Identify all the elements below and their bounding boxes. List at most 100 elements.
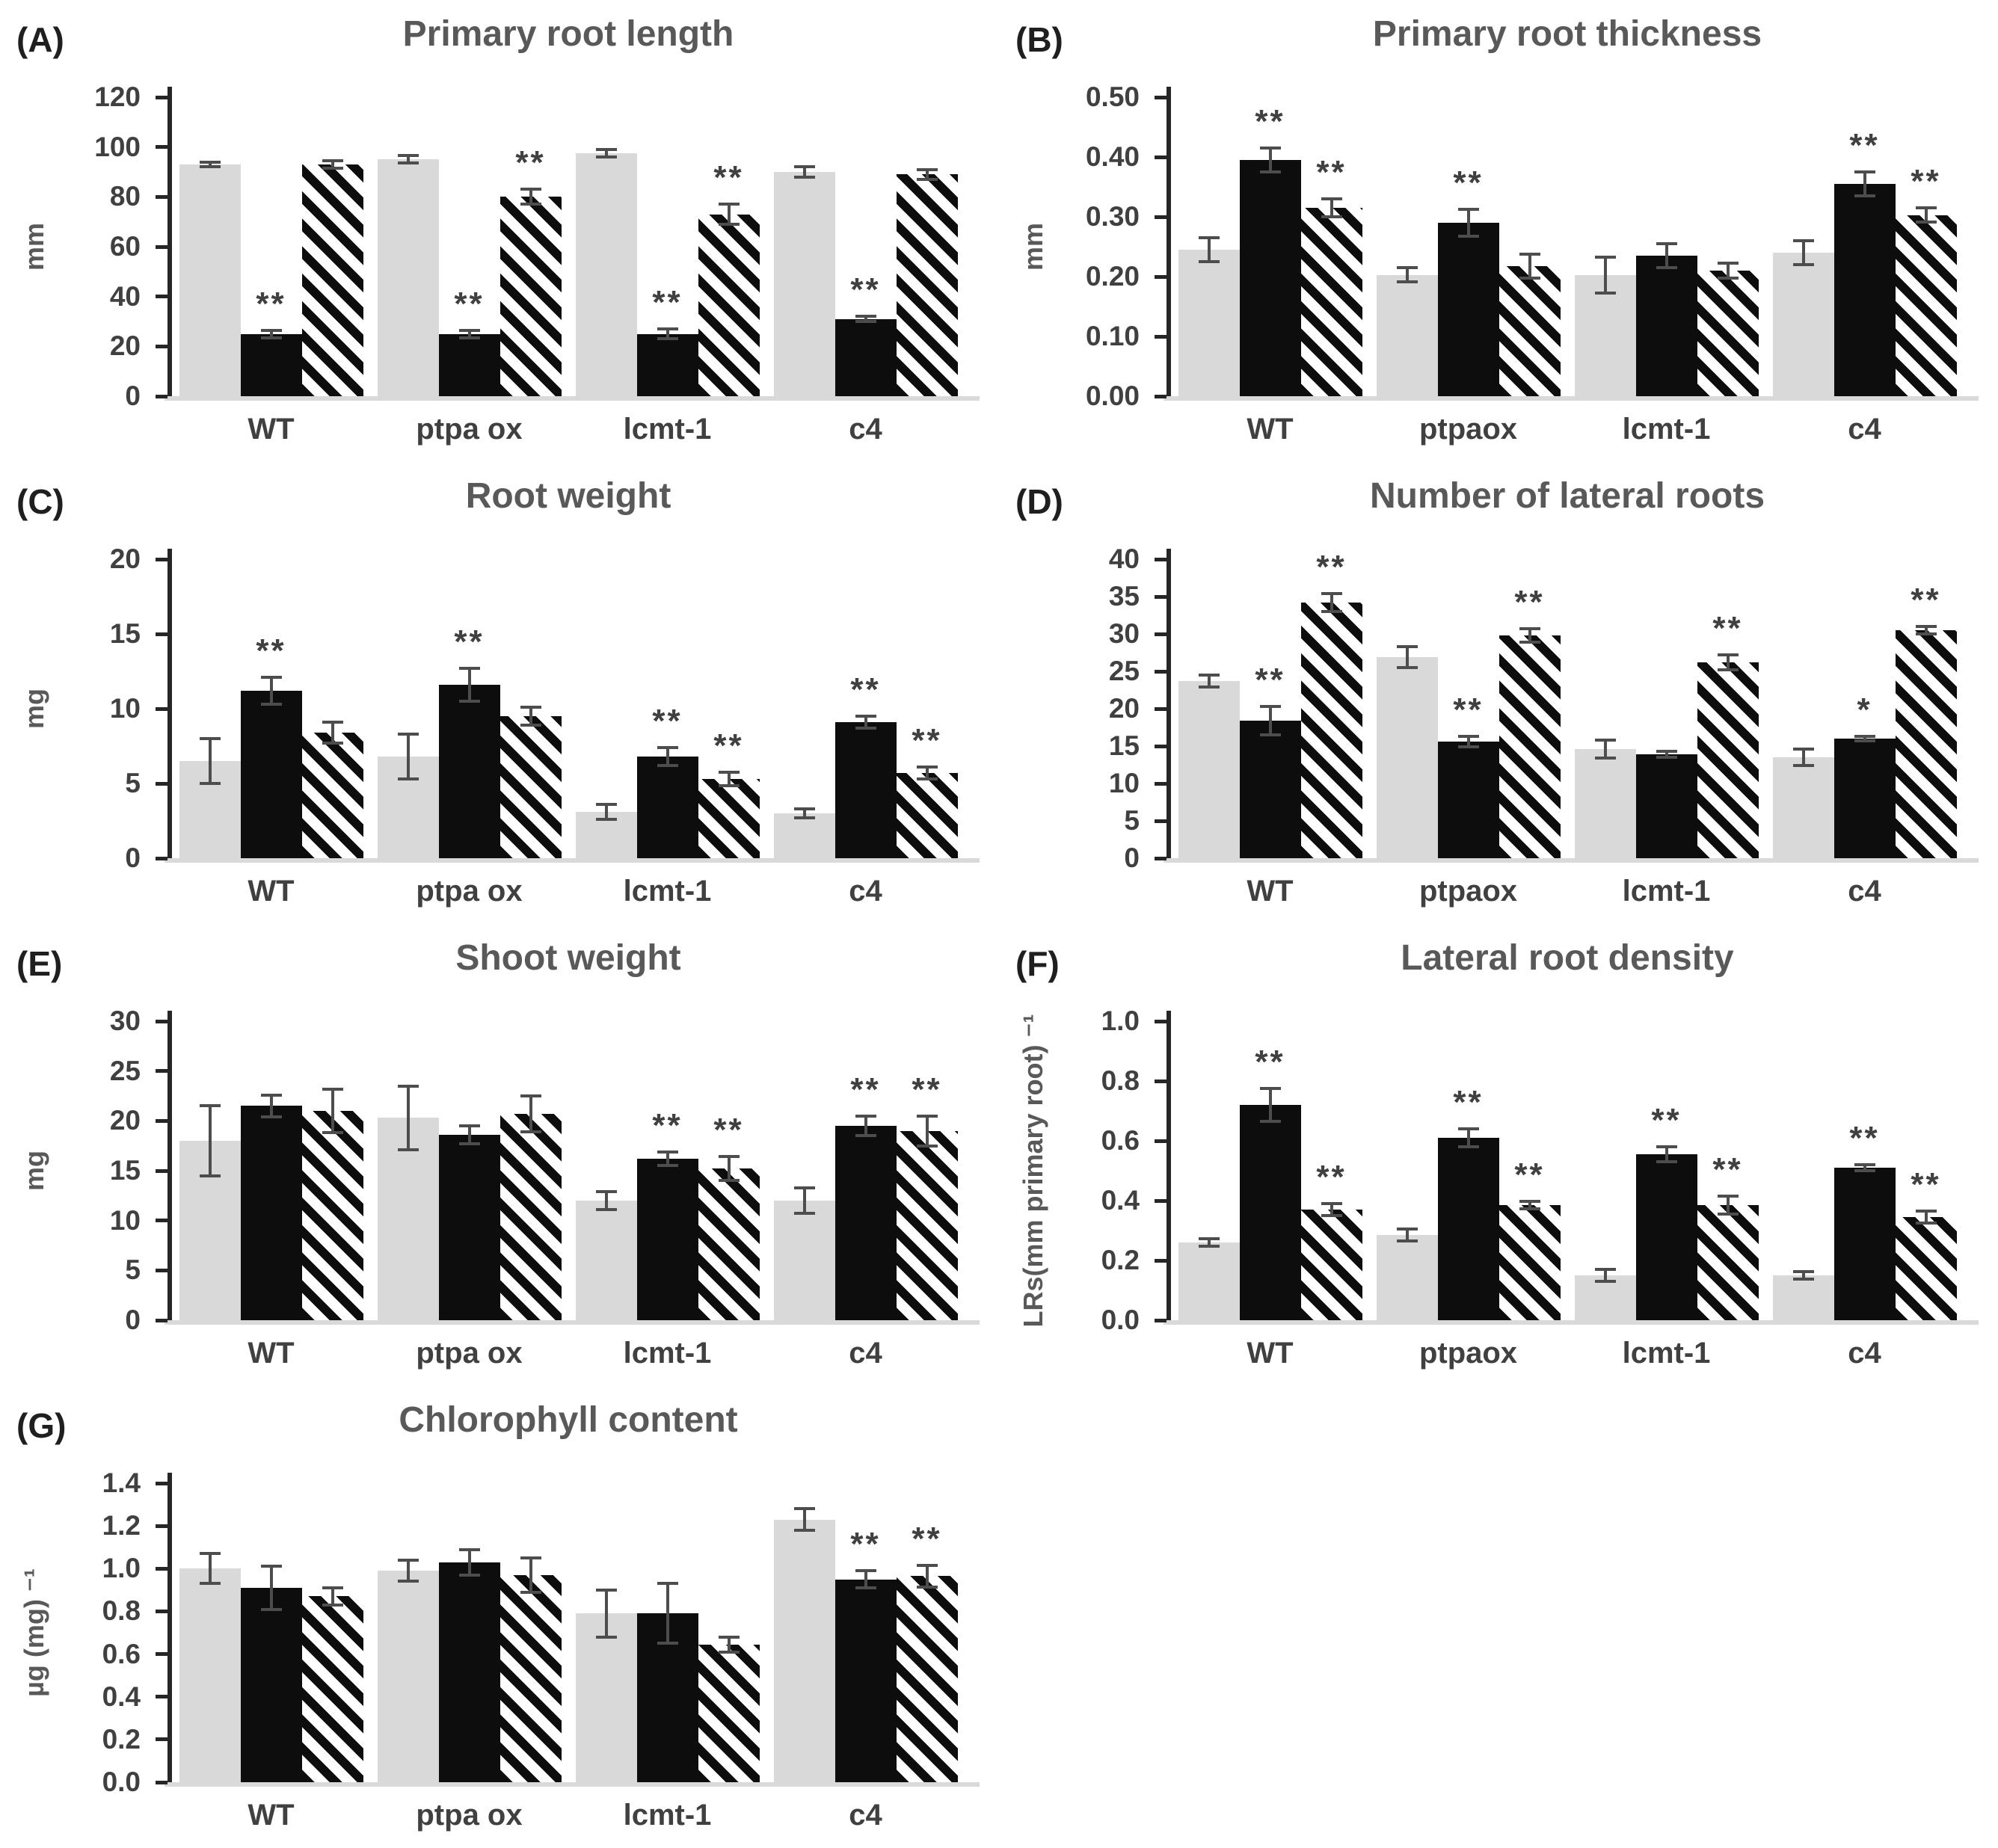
y-tick-label-d: 5 [1124, 805, 1140, 836]
error-cap-top [793, 807, 815, 810]
error-cap-top [916, 766, 938, 769]
bar-black-lcmt-1 [1635, 754, 1697, 858]
significance-marker-black-ptpaox: ** [1453, 164, 1484, 202]
error-bar-black-lcmt-1 [666, 1583, 669, 1644]
error-bar-hatched-c4 [925, 1565, 929, 1587]
error-cap-bottom [458, 336, 480, 339]
error-bar-black-ptpa-ox [467, 330, 471, 338]
category-label-c4: c4 [849, 1799, 882, 1832]
y-tick-mark-a [156, 295, 167, 299]
error-cap-top [397, 733, 419, 736]
y-tick-mark-f [1155, 1019, 1166, 1023]
bar-gray-lcmt-1 [1574, 1275, 1636, 1320]
category-label-c4: c4 [849, 413, 882, 446]
y-tick-label-a: 80 [109, 181, 141, 212]
y-tick-mark-b [1155, 394, 1166, 398]
error-cap-top [1792, 1270, 1814, 1274]
category-label-ptpa-ox: ptpa ox [416, 1799, 523, 1832]
error-cap-top [1198, 674, 1220, 677]
error-cap-bottom [1915, 1222, 1937, 1225]
error-bar-black-lcmt-1 [666, 1151, 669, 1166]
y-tick-label-d: 15 [1108, 730, 1140, 761]
y-tick-label-f: 0.8 [1101, 1065, 1140, 1096]
error-bar-hatched-ptpaox [1528, 629, 1531, 642]
error-bar-hatched-c4 [925, 1115, 929, 1146]
error-cap-bottom [520, 203, 541, 206]
error-bar-hatched-WT [331, 1588, 334, 1605]
bar-black-WT [240, 1588, 302, 1782]
category-label-lcmt-1: lcmt-1 [1622, 1337, 1711, 1370]
error-cap-top [1519, 1200, 1540, 1204]
error-bar-hatched-WT [1330, 1204, 1333, 1216]
error-bar-gray-ptpa-ox [406, 734, 410, 779]
bar-group-ptpaox: ** ** [1369, 1021, 1567, 1320]
panel-f: (F) Lateral root density LRs(mm primary ro… [999, 924, 1998, 1386]
error-bar-hatched-WT [331, 1088, 334, 1133]
error-cap-bottom [793, 175, 815, 179]
bar-gray-WT [179, 1568, 241, 1782]
error-cap-top [1594, 255, 1616, 259]
error-bar-gray-lcmt-1 [604, 150, 608, 157]
error-bar-gray-c4 [1801, 241, 1805, 265]
plot-area-f: 0.0 0.2 0.4 0.6 0.8 1.0 ** ** WT ** ** ptpaox ** ** lc… [1101, 1005, 1979, 1370]
error-cap-top [1717, 1195, 1739, 1198]
bar-group-ptpaox: ** ** [1369, 559, 1567, 858]
bar-hatched-lcmt-1 [1697, 271, 1759, 396]
significance-marker-black-lcmt-1: ** [652, 703, 683, 739]
error-cap-top [1656, 1145, 1677, 1148]
y-tick-mark-c [156, 856, 167, 860]
error-cap-bottom [1457, 1145, 1479, 1148]
bar-group-lcmt-1: ** ** [568, 97, 766, 396]
y-tick-label-g: 0.4 [102, 1681, 141, 1712]
significance-marker-black-WT: ** [1255, 1044, 1285, 1080]
error-cap-bottom [260, 1607, 282, 1611]
error-cap-bottom [657, 1164, 678, 1168]
y-tick-mark-b [1155, 95, 1166, 99]
panel-letter-f: (F) [1015, 944, 1060, 983]
significance-marker-black-ptpa-ox: ** [454, 623, 485, 660]
category-label-ptpaox: ptpaox [1418, 875, 1518, 908]
bar-black-WT [1239, 1105, 1301, 1320]
bar-hatched-lcmt-1 [698, 779, 760, 858]
y-tick-mark-f [1155, 1079, 1166, 1083]
x-axis-baseline-c [165, 858, 980, 863]
bar-group-lcmt-1: ** ** [1567, 1021, 1765, 1320]
error-cap-top [520, 1094, 541, 1097]
error-bar-black-c4 [864, 716, 867, 728]
bar-black-lcmt-1 [1635, 256, 1697, 396]
error-cap-top [916, 1564, 938, 1567]
y-tick-mark-g [156, 1695, 167, 1699]
bar-group-WT: ** [172, 559, 370, 858]
bar-hatched-c4 [1895, 630, 1957, 858]
error-cap-bottom [595, 1635, 617, 1639]
bar-gray-c4 [773, 1519, 835, 1782]
category-label-lcmt-1: lcmt-1 [1622, 413, 1711, 446]
error-cap-bottom [199, 165, 221, 169]
y-tick-mark-a [156, 244, 167, 249]
y-tick-mark-d [1155, 594, 1166, 599]
bar-gray-ptpa-ox [377, 159, 439, 396]
bar-black-c4 [834, 318, 897, 396]
y-axis-line-d [1166, 549, 1171, 858]
y-axis-line-e [167, 1011, 172, 1320]
bar-hatched-WT [1300, 603, 1362, 858]
error-bar-hatched-ptpaox [1528, 253, 1531, 278]
bar-hatched-ptpa-ox [500, 716, 562, 858]
y-tick-label-c: 10 [109, 693, 141, 724]
y-tick-mark-d [1155, 632, 1166, 636]
y-tick-label-f: 0.4 [1101, 1185, 1140, 1216]
y-tick-label-g: 0.6 [102, 1638, 141, 1669]
significance-marker-hatched-lcmt-1: ** [713, 1112, 744, 1149]
bar-gray-ptpa-ox [377, 1571, 439, 1782]
bar-gray-WT [179, 164, 241, 396]
category-label-ptpa-ox: ptpa ox [416, 875, 523, 908]
error-cap-bottom [1854, 739, 1875, 742]
bar-hatched-lcmt-1 [698, 1644, 760, 1782]
error-bar-black-WT [269, 1566, 273, 1610]
error-cap-top [1321, 197, 1342, 200]
x-axis-baseline-a [165, 396, 980, 401]
y-tick-mark-e [156, 1069, 167, 1074]
y-tick-label-b: 0.30 [1085, 201, 1140, 232]
panel-title-a: Primary root length [402, 14, 734, 54]
bar-hatched-ptpaox [1498, 265, 1561, 396]
